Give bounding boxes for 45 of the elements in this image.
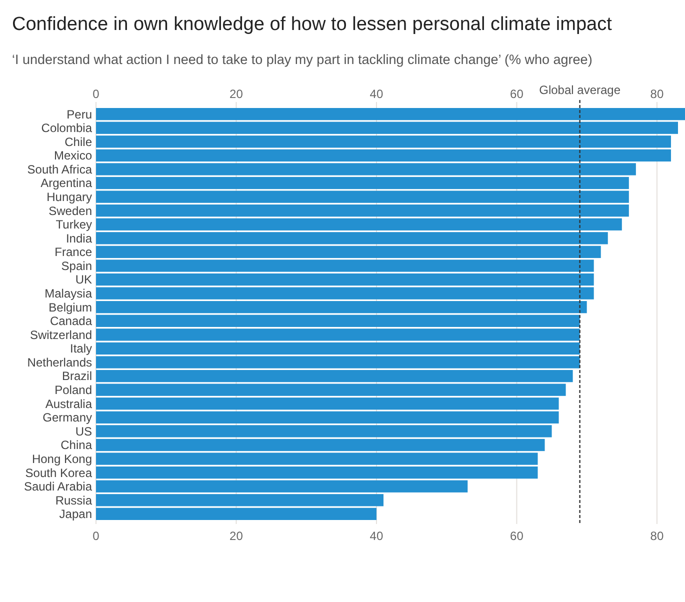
x2-tick-label: 20: [230, 529, 244, 543]
y-tick-label: Hungary: [46, 190, 92, 204]
y-tick-label: India: [66, 231, 92, 246]
y-tick-label: Japan: [59, 507, 92, 522]
y-tick-label: Brazil: [62, 369, 92, 384]
y-tick-label: Hong Kong: [32, 452, 92, 466]
x-tick-label: 20: [230, 87, 244, 101]
x2-tick-label: 80: [650, 529, 664, 543]
y-tick-label: South Africa: [27, 162, 92, 176]
y-tick-label: Malaysia: [44, 286, 92, 301]
y-tick-label: Turkey: [56, 218, 92, 232]
ref-line-label: Global average: [539, 83, 621, 97]
y-tick-label: Colombia: [41, 121, 92, 136]
bar: [96, 508, 376, 520]
y-tick-label: Argentina: [40, 176, 92, 190]
x-tick-label: 0: [92, 87, 100, 101]
chart-subtitle: ‘I understand what action I need to take to play my part in tackling climate change’ (% who agree): [12, 52, 592, 67]
y-tick-label: Australia: [45, 396, 92, 411]
x-tick-label: 80: [650, 87, 664, 101]
x2-tick-label: 60: [510, 529, 524, 543]
y-tick-label: Spain: [61, 258, 92, 273]
y-tick-label: UK: [75, 272, 92, 287]
chart-title: Confidence in own knowledge of how to lessen personal climate impact: [12, 14, 613, 35]
y-tick-label: Switzerland: [30, 328, 92, 342]
y-tick-label: Russia: [55, 493, 92, 508]
y-tick-label: Mexico: [54, 148, 92, 163]
y-tick-label: Peru: [66, 107, 92, 122]
y-tick-label: Germany: [42, 410, 92, 425]
x2-tick-label: 40: [370, 529, 384, 543]
y-tick-label: France: [54, 245, 92, 260]
y-tick-label: Poland: [54, 383, 92, 398]
x2-tick-label: 0: [92, 529, 100, 543]
bar: [96, 108, 685, 120]
y-tick-label: China: [60, 438, 92, 452]
x-tick-label: 40: [370, 87, 384, 101]
y-tick-label: Belgium: [48, 300, 92, 314]
y-tick-label: South Korea: [25, 466, 92, 480]
y-tick-label: Netherlands: [27, 355, 92, 370]
y-tick-label: Saudi Arabia: [24, 480, 92, 494]
x-tick-label: 60: [510, 87, 524, 101]
y-tick-label: Canada: [50, 314, 92, 328]
y-tick-label: US: [75, 424, 92, 438]
y-tick-label: Chile: [64, 134, 92, 149]
y-tick-label: Italy: [70, 342, 92, 356]
y-tick-label: Sweden: [48, 204, 92, 218]
